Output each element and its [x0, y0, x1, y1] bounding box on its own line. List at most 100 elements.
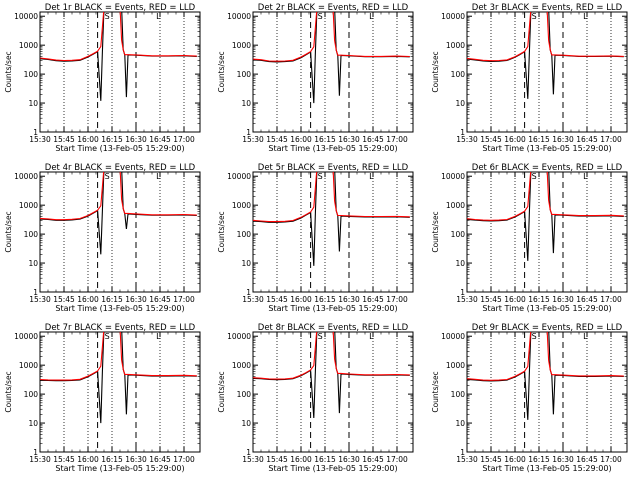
x-tick-label: 16:30	[552, 135, 574, 144]
chart-panel-5: Det 5r BLACK = Events, RED = LLD 1 10 100 10…	[217, 163, 414, 313]
x-tick-label: 16:00	[290, 135, 312, 144]
x-tick-label: 15:30	[456, 455, 478, 464]
marker-l: L	[583, 172, 588, 181]
series-line-events	[40, 172, 197, 255]
x-tick-label: 16:15	[528, 455, 550, 464]
y-tick-label: 1	[460, 288, 465, 297]
x-tick-label: 17:00	[600, 455, 622, 464]
series-group	[253, 332, 410, 419]
x-tick-label: 16:15	[528, 135, 550, 144]
y-axis-label: Counts/sec	[431, 211, 440, 252]
y-tick-label: 100	[451, 70, 466, 79]
chart-title: Det 8r BLACK = Events, RED = LLD	[258, 323, 409, 333]
series-group	[467, 12, 624, 99]
chart-panel-4: Det 4r BLACK = Events, RED = LLD 1 10 100 10…	[4, 163, 201, 313]
marker-s: S	[318, 12, 323, 21]
x-tick-label: 16:00	[290, 295, 312, 304]
y-tick-label: 100	[24, 390, 39, 399]
y-tick-label: 1000	[232, 201, 251, 210]
x-tick-label: 16:15	[314, 295, 336, 304]
x-tick-label: 16:45	[576, 295, 598, 304]
marker-s: S	[105, 172, 110, 181]
series-line-lld	[467, 172, 624, 221]
marker-s: S	[105, 12, 110, 21]
x-tick-label: 16:45	[149, 455, 171, 464]
x-tick-label: 17:00	[173, 135, 195, 144]
y-tick-label: 100	[451, 390, 466, 399]
x-axis-label: Start Time (13-Feb-05 15:29:00)	[268, 144, 397, 153]
y-tick-label: 10000	[441, 332, 465, 341]
y-tick-label: 10	[28, 99, 38, 108]
x-tick-label: 15:45	[266, 135, 288, 144]
x-tick-label: 16:00	[77, 135, 99, 144]
chart-panel-6: Det 6r BLACK = Events, RED = LLD 1 10 100 10…	[431, 163, 628, 313]
x-tick-label: 16:45	[576, 135, 598, 144]
x-tick-label: 16:45	[149, 135, 171, 144]
series-group	[40, 332, 197, 424]
x-tick-label: 15:45	[53, 135, 75, 144]
series-line-lld	[253, 172, 410, 223]
y-axis-label: Counts/sec	[431, 51, 440, 92]
x-tick-label: 15:45	[480, 455, 502, 464]
y-axis-label: Counts/sec	[431, 371, 440, 412]
chart-title: Det 7r BLACK = Events, RED = LLD	[45, 323, 196, 333]
chart-panel-1: Det 1r BLACK = Events, RED = LLD 1 10 100 10…	[4, 3, 201, 153]
x-tick-label: 16:45	[362, 455, 384, 464]
series-line-events	[467, 332, 624, 420]
marker-s: S	[318, 172, 323, 181]
x-tick-label: 15:45	[480, 295, 502, 304]
y-tick-label: 1	[246, 448, 251, 457]
y-tick-label: 100	[237, 230, 252, 239]
chart-panel-7: Det 7r BLACK = Events, RED = LLD 1 10 100 10…	[4, 323, 201, 473]
chart-panel-9: Det 9r BLACK = Events, RED = LLD 1 10 100 10…	[431, 323, 628, 473]
x-tick-label: 15:45	[53, 455, 75, 464]
x-tick-label: 16:15	[101, 135, 123, 144]
x-axis-label: Start Time (13-Feb-05 15:29:00)	[55, 464, 184, 473]
marker-s: S	[532, 12, 537, 21]
chart-panel-3: Det 3r BLACK = Events, RED = LLD 1 10 100 10…	[431, 3, 628, 153]
chart-title: Det 5r BLACK = Events, RED = LLD	[258, 163, 409, 173]
y-tick-label: 10	[455, 99, 465, 108]
chart-title: Det 1r BLACK = Events, RED = LLD	[45, 3, 196, 13]
chart-title: Det 6r BLACK = Events, RED = LLD	[472, 163, 623, 173]
y-tick-label: 10	[28, 419, 38, 428]
x-axis-label: Start Time (13-Feb-05 15:29:00)	[55, 304, 184, 313]
series-line-lld	[467, 332, 624, 381]
series-group	[40, 12, 197, 101]
marker-l: L	[369, 332, 374, 341]
y-axis-label: Counts/sec	[217, 51, 226, 92]
y-tick-label: 10	[455, 419, 465, 428]
x-tick-label: 15:45	[53, 295, 75, 304]
x-tick-label: 16:15	[314, 135, 336, 144]
y-tick-label: 10	[241, 259, 251, 268]
x-tick-label: 16:15	[528, 295, 550, 304]
x-tick-label: 17:00	[173, 295, 195, 304]
series-group	[467, 172, 624, 261]
y-tick-label: 10	[455, 259, 465, 268]
y-tick-label: 10000	[14, 332, 38, 341]
marker-s: S	[532, 172, 537, 181]
y-axis-label: Counts/sec	[4, 51, 13, 92]
y-axis-label: Counts/sec	[217, 211, 226, 252]
x-tick-label: 16:15	[101, 295, 123, 304]
series-line-lld	[40, 332, 197, 381]
series-line-events	[467, 12, 624, 99]
y-tick-label: 1000	[446, 201, 465, 210]
y-tick-label: 100	[237, 390, 252, 399]
series-line-events	[40, 12, 197, 101]
y-tick-label: 10	[241, 419, 251, 428]
x-tick-label: 16:00	[504, 295, 526, 304]
marker-s: S	[318, 332, 323, 341]
x-tick-label: 16:30	[125, 455, 147, 464]
x-tick-label: 15:30	[242, 295, 264, 304]
y-tick-label: 10000	[14, 12, 38, 21]
x-tick-label: 17:00	[600, 295, 622, 304]
y-tick-label: 1000	[19, 41, 38, 50]
x-tick-label: 15:30	[29, 455, 51, 464]
series-line-lld	[40, 12, 197, 62]
y-tick-label: 1000	[232, 361, 251, 370]
x-axis-label: Start Time (13-Feb-05 15:29:00)	[482, 144, 611, 153]
y-tick-label: 1	[460, 128, 465, 137]
y-tick-label: 10000	[227, 332, 251, 341]
marker-s: S	[532, 332, 537, 341]
